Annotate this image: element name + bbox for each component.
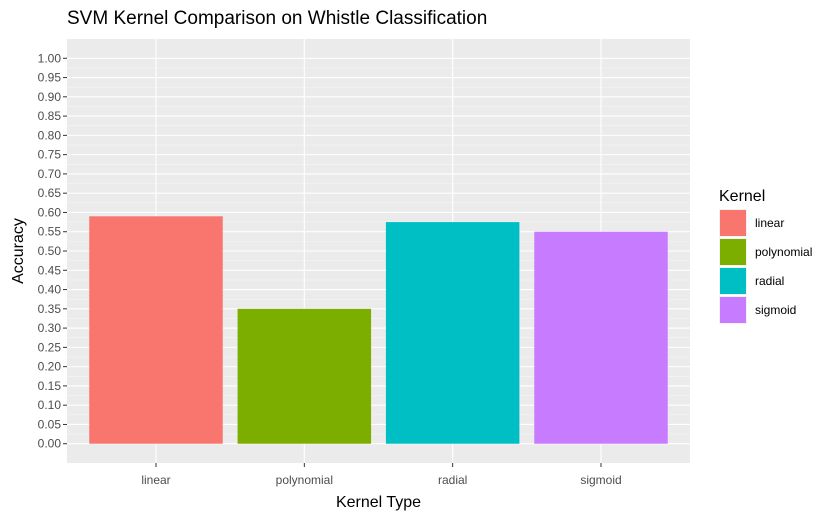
bar-polynomial — [237, 308, 372, 444]
y-tick-label: 0.10 — [38, 398, 62, 412]
y-axis-ticks: 0.00 0.05 0.10 0.15 0.20 0.25 0.30 0.35 0.40 0.45… — [38, 51, 67, 451]
bar-linear — [89, 216, 223, 444]
y-tick-label: 0.65 — [38, 186, 62, 200]
chart-title: SVM Kernel Comparison on Whistle Classif… — [67, 8, 487, 29]
legend-swatch-sigmoid — [720, 297, 746, 323]
y-tick-label: 0.95 — [38, 71, 62, 85]
legend-entries: linear polynomial radial sigmoid — [719, 209, 812, 324]
x-tick-label-polynomial: polynomial — [276, 473, 333, 487]
x-tick-label-radial: radial — [438, 473, 467, 487]
x-tick-label-sigmoid: sigmoid — [580, 473, 621, 487]
y-tick-label: 0.60 — [38, 205, 62, 219]
y-axis-label: Accuracy — [10, 218, 27, 284]
legend-swatch-polynomial — [720, 239, 746, 265]
y-tick-label: 0.15 — [38, 379, 62, 393]
x-axis-label: Kernel Type — [336, 494, 421, 511]
y-tick-label: 0.80 — [38, 128, 62, 142]
legend: Kernel linear polynomial radial sigmoid — [719, 188, 812, 324]
y-tick-label: 0.50 — [38, 244, 62, 258]
y-tick-label: 0.25 — [38, 340, 62, 354]
x-axis-ticks: linear polynomial radial sigmoid — [141, 463, 622, 487]
legend-swatch-linear — [720, 210, 746, 236]
bar-radial — [385, 222, 520, 444]
bars — [89, 216, 668, 444]
y-tick-label: 0.75 — [38, 148, 62, 162]
legend-label-linear: linear — [755, 216, 784, 230]
y-tick-label: 0.30 — [38, 321, 62, 335]
legend-title: Kernel — [719, 188, 765, 205]
y-tick-label: 1.00 — [38, 51, 62, 65]
legend-swatch-radial — [720, 268, 746, 294]
legend-label-sigmoid: sigmoid — [755, 303, 796, 317]
y-tick-label: 0.55 — [38, 225, 62, 239]
y-tick-label: 0.05 — [38, 417, 62, 431]
x-tick-label-linear: linear — [141, 473, 170, 487]
y-tick-label: 0.35 — [38, 302, 62, 316]
y-tick-label: 0.90 — [38, 90, 62, 104]
bar-sigmoid — [534, 231, 668, 444]
y-tick-label: 0.40 — [38, 283, 62, 297]
y-tick-label: 0.45 — [38, 263, 62, 277]
legend-label-radial: radial — [755, 274, 784, 288]
y-tick-label: 0.85 — [38, 109, 62, 123]
y-tick-label: 0.20 — [38, 360, 62, 374]
y-tick-label: 0.70 — [38, 167, 62, 181]
legend-label-polynomial: polynomial — [755, 245, 812, 259]
y-tick-label: 0.00 — [38, 437, 62, 451]
